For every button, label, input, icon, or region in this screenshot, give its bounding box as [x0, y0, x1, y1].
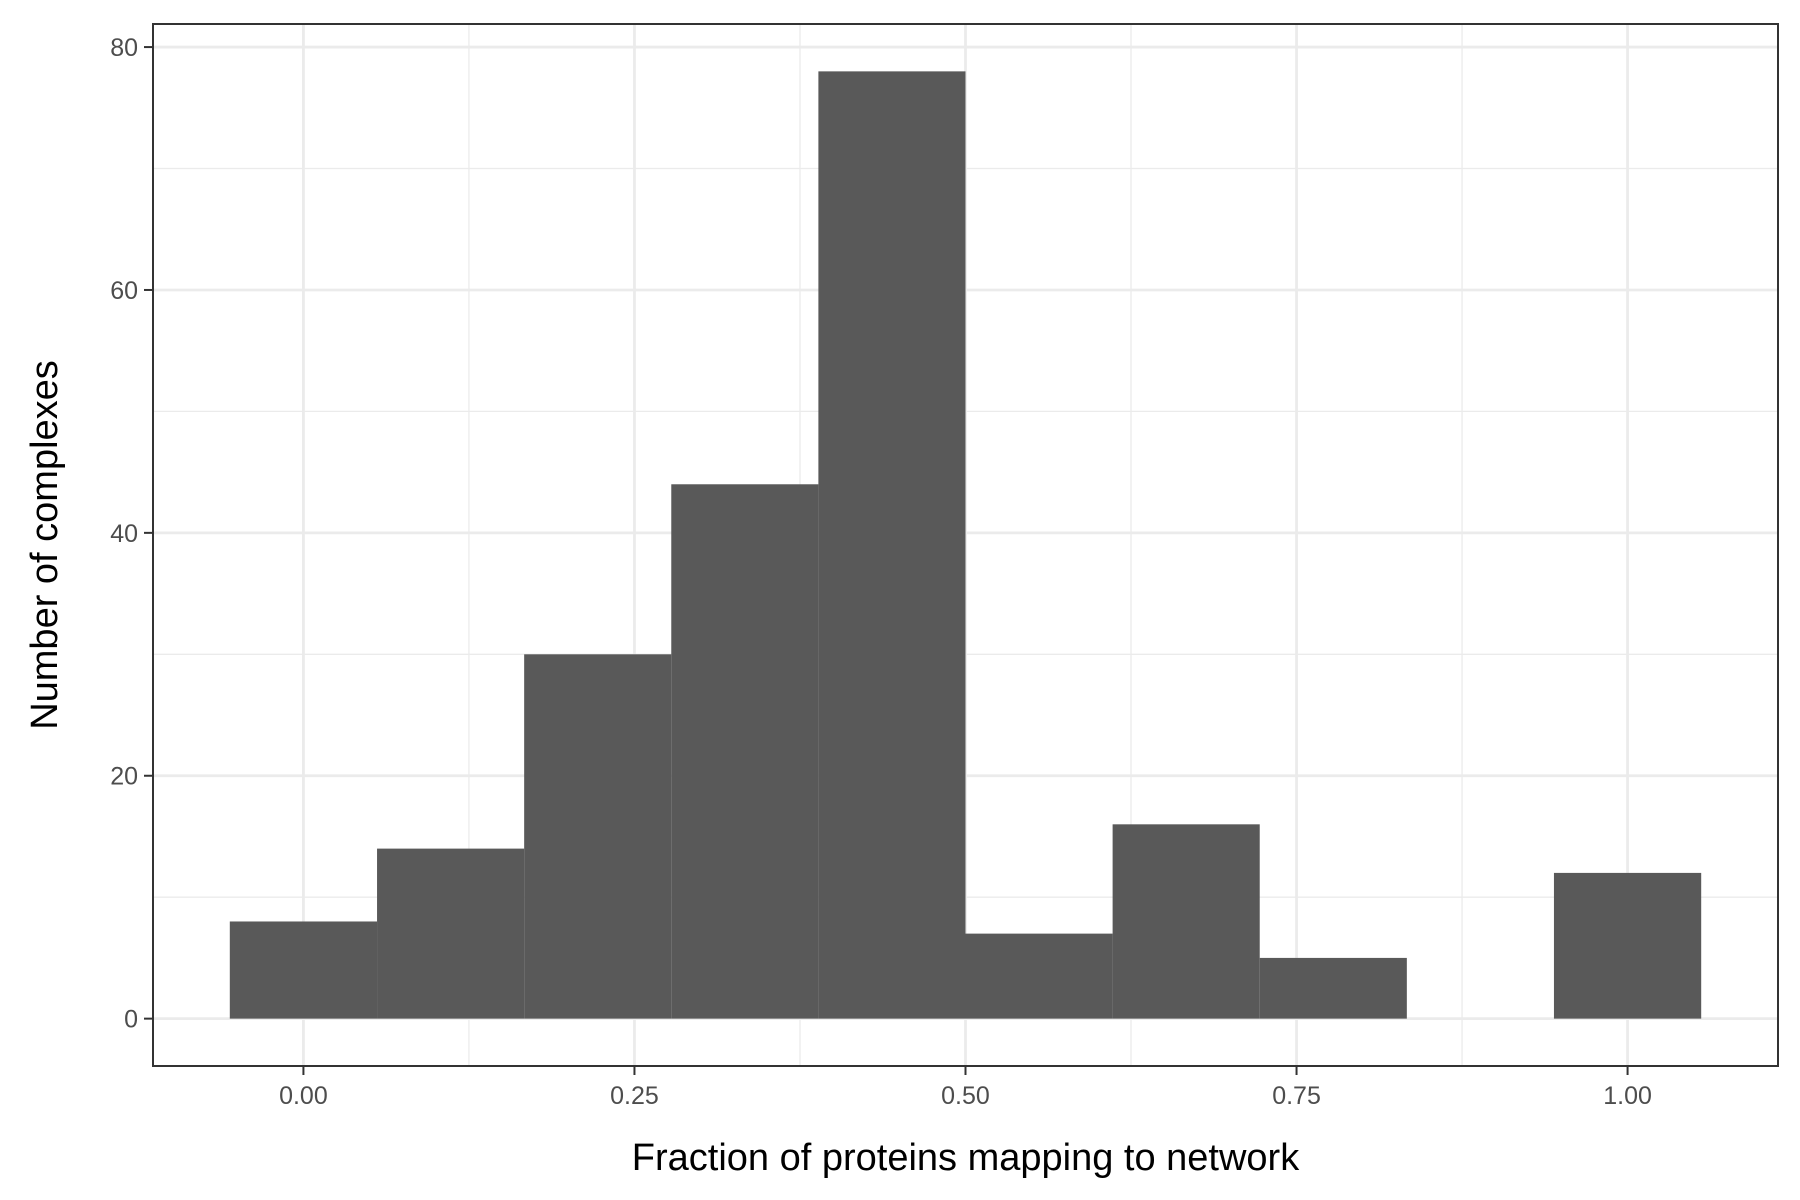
x-tick-label: 0.75 [1272, 1082, 1321, 1110]
histogram-bar-5 [818, 71, 966, 1019]
y-axis-title: Number of complexes [24, 360, 66, 730]
x-tick-label: 0.50 [941, 1082, 990, 1110]
y-tick-label: 0 [124, 1006, 138, 1034]
histogram-bars [229, 71, 1702, 1019]
x-axis-title: Fraction of proteins mapping to network [632, 1137, 1300, 1179]
histogram-bar-8 [1259, 957, 1407, 1019]
histogram-bar-2 [377, 848, 525, 1019]
histogram-bar-3 [524, 654, 672, 1019]
x-tick-label: 1.00 [1603, 1082, 1652, 1110]
y-tick-label: 80 [110, 34, 138, 62]
histogram-bar-6 [965, 933, 1113, 1019]
y-tick-label: 40 [110, 520, 138, 548]
histogram-bar-7 [1112, 824, 1260, 1019]
histogram-bar-10 [1553, 872, 1702, 1019]
histogram-bar-4 [671, 484, 819, 1019]
y-tick-label: 60 [110, 277, 138, 305]
x-tick-label: 0.25 [610, 1082, 659, 1110]
y-axis: 0 20 40 60 80 [110, 34, 153, 1034]
x-tick-label: 0.00 [279, 1082, 328, 1110]
y-tick-label: 20 [110, 763, 138, 791]
x-axis: 0.00 0.25 0.50 0.75 1.00 [279, 1066, 1652, 1110]
histogram-bar-1 [229, 921, 378, 1019]
